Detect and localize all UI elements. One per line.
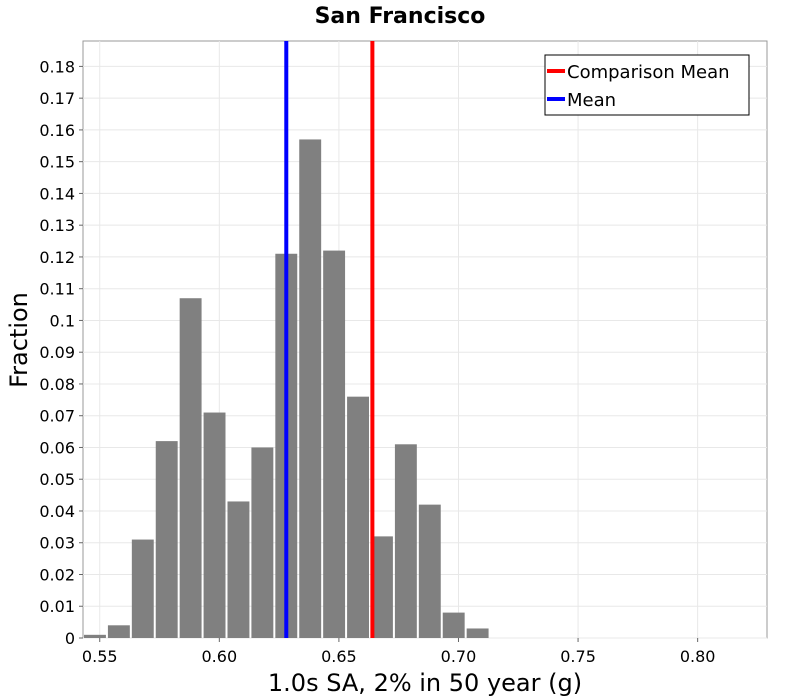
histogram-bar <box>251 447 274 638</box>
y-tick-label: 0.08 <box>39 375 75 394</box>
x-tick-label: 0.80 <box>680 647 716 666</box>
legend-label-comparison-mean: Comparison Mean <box>567 62 730 83</box>
y-tick-label: 0.17 <box>39 89 75 108</box>
x-tick-label: 0.55 <box>82 647 118 666</box>
y-tick-label: 0.11 <box>39 280 75 299</box>
y-tick-label: 0.01 <box>39 597 75 616</box>
x-axis-label: 1.0s SA, 2% in 50 year (g) <box>268 669 582 697</box>
histogram-bar <box>347 396 369 638</box>
y-tick-label: 0.03 <box>39 534 75 553</box>
y-tick-label: 0 <box>65 629 75 648</box>
histogram-bar <box>370 536 393 638</box>
histogram-bar <box>418 504 441 638</box>
y-axis-label: Fraction <box>5 292 33 388</box>
histogram-bar <box>299 139 322 639</box>
histogram-bar <box>323 250 346 638</box>
y-tick-label: 0.14 <box>39 184 75 203</box>
y-tick-label: 0.02 <box>39 565 75 584</box>
histogram-bar <box>394 444 417 638</box>
y-tick-label: 0.07 <box>39 407 75 426</box>
y-tick-label: 0.05 <box>39 470 75 489</box>
y-tick-label: 0.09 <box>39 343 75 362</box>
x-tick-label: 0.75 <box>560 647 596 666</box>
x-tick-label: 0.65 <box>321 647 357 666</box>
y-tick-label: 0.16 <box>39 121 75 140</box>
y-tick-label: 0.06 <box>39 438 75 457</box>
legend-box <box>544 54 750 116</box>
x-axis-ticks: 0.55 0.60 0.65 0.70 0.75 0.80 <box>82 638 716 666</box>
legend: Comparison Mean Mean <box>544 54 750 116</box>
histogram-bar <box>203 412 226 638</box>
mean-lines <box>284 41 375 638</box>
histogram-bar <box>442 612 465 638</box>
histogram-bar <box>227 501 250 638</box>
y-tick-label: 0.04 <box>39 502 75 521</box>
x-tick-label: 0.70 <box>441 647 477 666</box>
y-axis-ticks: 0 0.01 0.02 0.03 0.04 0.05 0.06 0.07 0.08 0.09 0.1… <box>39 57 83 648</box>
y-tick-label: 0.1 <box>50 311 75 330</box>
legend-label-mean: Mean <box>567 90 616 111</box>
histogram-bar <box>131 539 154 638</box>
x-tick-label: 0.60 <box>202 647 238 666</box>
bars <box>84 139 489 639</box>
chart-title: San Francisco <box>315 4 486 29</box>
y-tick-label: 0.18 <box>39 57 75 76</box>
y-tick-label: 0.12 <box>39 248 75 267</box>
histogram-bar <box>179 298 202 638</box>
histogram-bar <box>84 634 106 638</box>
y-tick-label: 0.15 <box>39 153 75 172</box>
y-tick-label: 0.13 <box>39 216 75 235</box>
histogram-bar <box>466 628 489 638</box>
histogram-bar <box>155 441 178 638</box>
histogram-bar <box>107 625 130 638</box>
